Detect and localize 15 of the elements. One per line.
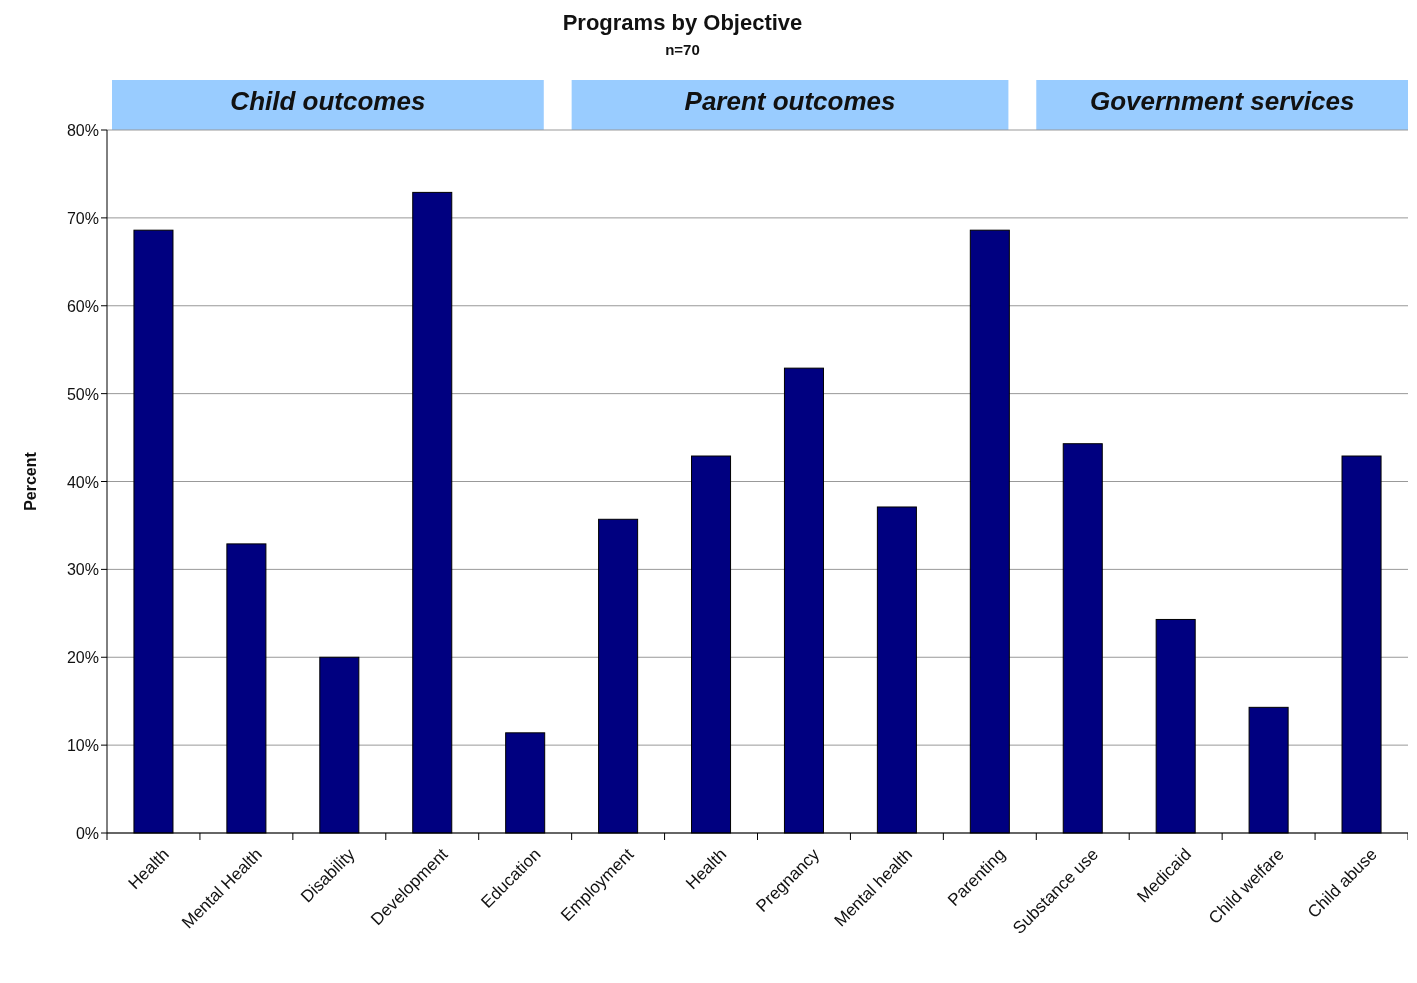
y-tick-label: 20% <box>66 649 99 667</box>
group-header: Government services <box>1036 80 1408 130</box>
y-tick-label: 70% <box>66 209 99 227</box>
y-tick-label: 60% <box>66 297 99 315</box>
y-tick-label: 30% <box>66 561 99 579</box>
chart-title: Programs by Objective <box>562 10 803 35</box>
y-tick-label: 50% <box>66 385 99 403</box>
y-axis-title: Percent <box>22 451 39 511</box>
group-header: Parent outcomes <box>571 80 1009 130</box>
y-tick-label: 40% <box>66 473 99 491</box>
y-tick-label: 0% <box>75 825 99 842</box>
y-tick-label: 80% <box>66 122 99 139</box>
group-header: Child outcomes <box>112 80 544 130</box>
chart-subtitle: n=70 <box>665 41 700 58</box>
y-tick-label: 10% <box>66 737 99 755</box>
